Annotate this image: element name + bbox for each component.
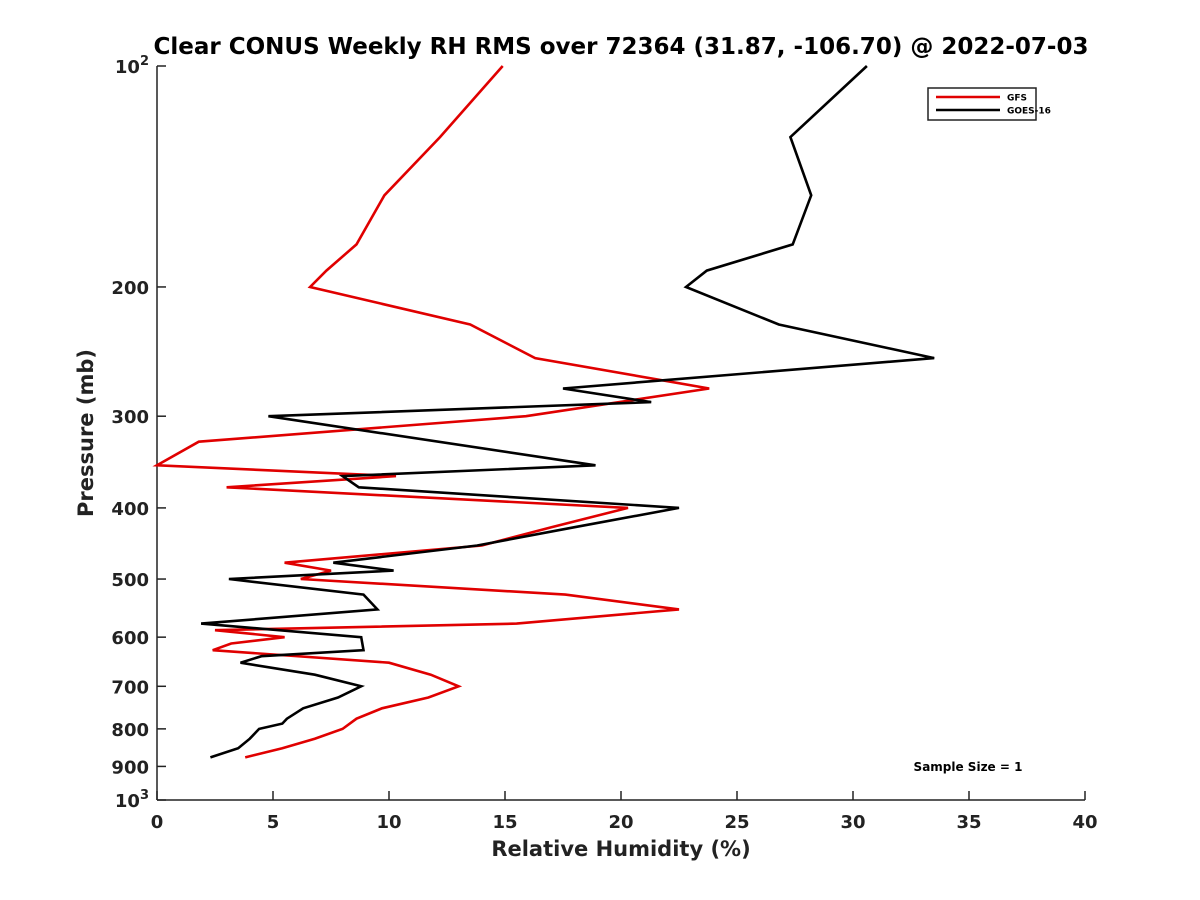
y-tick-exponent: 2 xyxy=(140,54,149,69)
y-tick-base: 10 xyxy=(115,57,140,78)
y-tick-label: 300 xyxy=(111,407,149,428)
x-tick-label: 35 xyxy=(956,812,981,833)
y-tick-label: 400 xyxy=(111,499,149,520)
x-axis: 0 5 10 15 20 25 30 35 40 xyxy=(151,791,1098,833)
y-tick-label: 800 xyxy=(111,720,149,741)
y-tick-exponent: 3 xyxy=(140,788,149,803)
sample-size-annotation: Sample Size = 1 xyxy=(914,760,1023,774)
x-tick-label: 5 xyxy=(267,812,280,833)
x-tick-label: 40 xyxy=(1072,812,1097,833)
x-tick-label: 30 xyxy=(840,812,865,833)
x-axis-label: Relative Humidity (%) xyxy=(491,837,750,861)
legend-label: GOES-16 xyxy=(1007,107,1051,117)
x-tick-label: 25 xyxy=(724,812,749,833)
x-tick-label: 15 xyxy=(492,812,517,833)
y-axis-label: Pressure (mb) xyxy=(74,349,98,517)
chart-title: Clear CONUS Weekly RH RMS over 72364 (31… xyxy=(154,34,1089,60)
y-tick-label: 500 xyxy=(111,570,149,591)
legend: GFS GOES-16 xyxy=(927,87,1051,121)
y-tick-label: 102 xyxy=(115,54,149,78)
x-tick-label: 0 xyxy=(151,812,164,833)
legend-box xyxy=(927,87,1037,121)
y-tick-label: 600 xyxy=(111,628,149,649)
y-tick-base: 10 xyxy=(115,791,140,812)
y-tick-label: 200 xyxy=(111,278,149,299)
y-tick-label: 700 xyxy=(111,677,149,698)
series-line-gfs xyxy=(152,65,710,759)
series-line-goes-16 xyxy=(200,65,935,759)
y-tick-label: 103 xyxy=(115,788,149,812)
x-tick-label: 10 xyxy=(376,812,401,833)
series-layer xyxy=(152,65,935,759)
y-tick-label: 900 xyxy=(111,757,149,778)
legend-label: GFS xyxy=(1007,94,1027,104)
x-tick-label: 20 xyxy=(608,812,633,833)
